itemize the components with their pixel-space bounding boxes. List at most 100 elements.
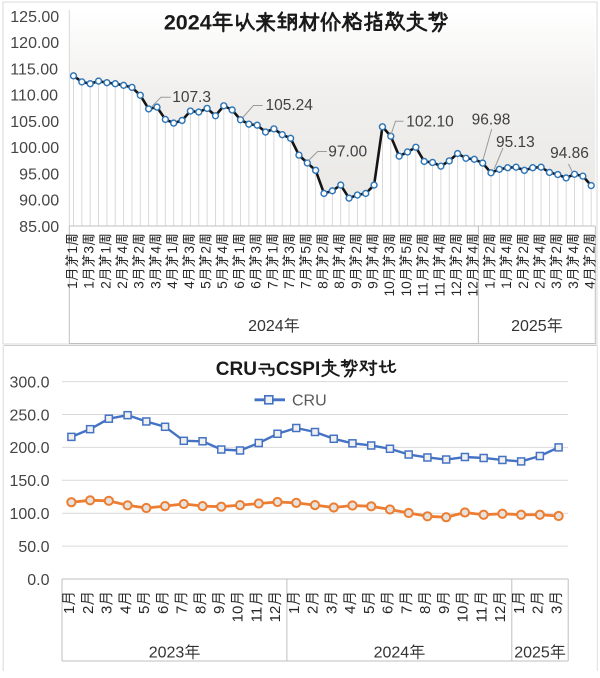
svg-text:4: 4 xyxy=(533,246,548,254)
svg-text:4: 4 xyxy=(165,281,180,289)
svg-text:11: 11 xyxy=(248,607,265,623)
svg-text:9: 9 xyxy=(366,281,381,289)
svg-text:2: 2 xyxy=(482,246,497,254)
svg-text:6: 6 xyxy=(155,606,172,614)
svg-text:1: 1 xyxy=(286,606,303,614)
svg-text:3: 3 xyxy=(148,281,163,289)
svg-text:3: 3 xyxy=(132,281,147,289)
svg-text:1: 1 xyxy=(511,606,528,614)
svg-text:6: 6 xyxy=(380,606,397,614)
svg-text:2: 2 xyxy=(349,246,364,254)
svg-text:3: 3 xyxy=(282,246,297,254)
svg-text:2023: 2023 xyxy=(149,645,185,662)
svg-text:7: 7 xyxy=(174,606,191,614)
svg-text:4: 4 xyxy=(566,246,581,254)
svg-text:5: 5 xyxy=(399,246,414,254)
svg-text:125.00: 125.00 xyxy=(10,9,59,26)
svg-text:4: 4 xyxy=(117,606,134,614)
svg-text:2: 2 xyxy=(549,246,564,254)
svg-text:100.00: 100.00 xyxy=(10,140,59,157)
svg-text:97.00: 97.00 xyxy=(328,143,367,160)
svg-text:1: 1 xyxy=(82,281,97,289)
svg-text:11: 11 xyxy=(432,282,447,296)
svg-text:8: 8 xyxy=(315,281,330,289)
svg-text:1: 1 xyxy=(165,246,180,254)
svg-text:10: 10 xyxy=(399,281,414,297)
svg-text:4: 4 xyxy=(499,246,514,254)
svg-text:2: 2 xyxy=(516,246,531,254)
svg-text:50.0: 50.0 xyxy=(18,539,49,556)
svg-text:107.3: 107.3 xyxy=(172,89,211,106)
svg-text:CRU: CRU xyxy=(292,393,327,410)
svg-text:CRU: CRU xyxy=(216,359,257,380)
svg-text:4: 4 xyxy=(182,281,197,289)
svg-text:7: 7 xyxy=(398,606,415,614)
svg-text:9: 9 xyxy=(436,606,453,614)
svg-text:2: 2 xyxy=(516,281,531,289)
svg-text:1: 1 xyxy=(98,246,113,254)
svg-text:9: 9 xyxy=(211,606,228,614)
svg-text:2024: 2024 xyxy=(164,11,212,35)
svg-text:2024: 2024 xyxy=(248,318,284,335)
svg-text:4: 4 xyxy=(215,246,230,254)
svg-text:2: 2 xyxy=(530,606,547,614)
svg-text:12: 12 xyxy=(466,281,481,296)
svg-text:2: 2 xyxy=(315,246,330,254)
svg-text:105.24: 105.24 xyxy=(266,97,314,114)
svg-text:10: 10 xyxy=(382,281,397,297)
svg-text:7: 7 xyxy=(299,281,314,289)
svg-text:2: 2 xyxy=(98,281,113,289)
svg-text:1: 1 xyxy=(232,246,247,254)
svg-text:CSPI: CSPI xyxy=(276,359,320,380)
svg-text:150.0: 150.0 xyxy=(9,473,49,490)
svg-text:7: 7 xyxy=(282,281,297,289)
svg-text:2024: 2024 xyxy=(374,645,410,662)
svg-text:2: 2 xyxy=(199,246,214,254)
svg-text:5: 5 xyxy=(199,281,214,289)
svg-text:4: 4 xyxy=(583,281,598,289)
svg-text:4: 4 xyxy=(466,246,481,254)
svg-text:100.0: 100.0 xyxy=(9,506,49,523)
svg-text:2: 2 xyxy=(449,246,464,254)
svg-text:2025: 2025 xyxy=(511,318,547,335)
svg-text:2025: 2025 xyxy=(514,645,550,662)
svg-text:3: 3 xyxy=(566,281,581,289)
svg-text:4: 4 xyxy=(115,246,130,254)
svg-text:11: 11 xyxy=(416,282,431,296)
svg-text:4: 4 xyxy=(342,606,359,614)
svg-text:1: 1 xyxy=(482,281,497,289)
svg-text:5: 5 xyxy=(299,246,314,254)
svg-text:12: 12 xyxy=(267,606,284,623)
svg-text:120.00: 120.00 xyxy=(10,35,59,52)
svg-text:1: 1 xyxy=(61,606,78,614)
svg-text:4: 4 xyxy=(332,246,347,254)
svg-text:4: 4 xyxy=(148,246,163,254)
svg-text:1: 1 xyxy=(499,281,514,289)
svg-text:3: 3 xyxy=(99,606,116,614)
svg-text:95.13: 95.13 xyxy=(496,134,535,151)
svg-text:2: 2 xyxy=(80,606,97,614)
svg-text:8: 8 xyxy=(417,606,434,614)
svg-text:5: 5 xyxy=(136,606,153,614)
svg-text:2: 2 xyxy=(305,606,322,614)
svg-text:4: 4 xyxy=(366,246,381,254)
svg-text:3: 3 xyxy=(548,606,565,614)
svg-text:3: 3 xyxy=(549,281,564,289)
svg-text:200.0: 200.0 xyxy=(9,440,49,457)
svg-text:5: 5 xyxy=(361,606,378,614)
svg-text:105.00: 105.00 xyxy=(10,114,59,131)
svg-text:6: 6 xyxy=(232,281,247,289)
svg-text:95.00: 95.00 xyxy=(19,166,59,183)
svg-text:7: 7 xyxy=(265,281,280,289)
svg-text:10: 10 xyxy=(230,606,247,623)
svg-text:3: 3 xyxy=(323,606,340,614)
svg-text:3: 3 xyxy=(249,246,264,254)
svg-text:102.10: 102.10 xyxy=(406,114,454,131)
svg-text:8: 8 xyxy=(332,281,347,289)
svg-text:2: 2 xyxy=(416,246,431,254)
svg-text:4: 4 xyxy=(432,246,447,254)
svg-text:90.00: 90.00 xyxy=(19,193,59,210)
svg-text:10: 10 xyxy=(455,606,472,623)
svg-text:6: 6 xyxy=(249,281,264,289)
svg-text:12: 12 xyxy=(492,606,509,623)
